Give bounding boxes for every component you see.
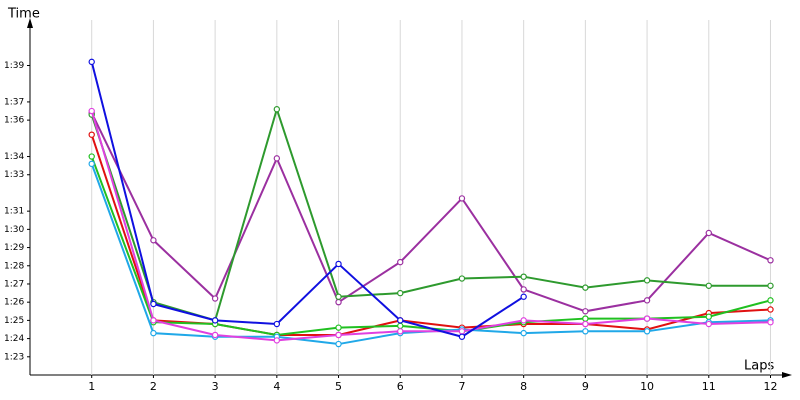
point [88, 58, 95, 66]
series-line [90, 156, 771, 336]
point [150, 329, 157, 337]
x-tick-label: 5 [335, 380, 342, 393]
x-tick-label: 9 [582, 380, 589, 393]
y-axis-title: Time [7, 7, 40, 22]
point [767, 306, 774, 313]
point [335, 293, 342, 300]
axes [27, 18, 792, 378]
point [582, 320, 589, 328]
series-line [90, 110, 771, 342]
point [582, 284, 589, 291]
point [211, 295, 219, 302]
y-tick-label: 1:39 [4, 61, 24, 71]
x-tick-label: 4 [273, 380, 280, 393]
x-tick-label: 3 [212, 380, 219, 393]
point [705, 229, 712, 237]
point [397, 322, 404, 330]
x-tick-label: 10 [640, 380, 654, 393]
y-tick-label: 1:27 [4, 279, 24, 289]
point [520, 329, 527, 337]
series [88, 105, 774, 324]
point [705, 282, 712, 289]
point [88, 153, 95, 160]
point [335, 324, 342, 331]
point [582, 328, 589, 335]
x-tick-label: 7 [458, 380, 465, 393]
point [767, 282, 774, 289]
point [273, 106, 281, 113]
x-tick-label: 6 [397, 380, 404, 393]
x-axis-title: Laps [744, 359, 774, 374]
point [150, 300, 157, 308]
point [520, 286, 527, 293]
point [150, 237, 157, 244]
point [273, 337, 281, 344]
x-tick-label: 1 [88, 380, 95, 393]
y-tick-label: 1:28 [4, 261, 24, 271]
y-tick-label: 1:24 [4, 334, 24, 344]
point [705, 313, 712, 320]
y-tick-label: 1:26 [4, 298, 24, 308]
point [582, 315, 589, 322]
point [767, 319, 774, 326]
series [88, 153, 774, 339]
point [211, 331, 219, 339]
x-tick-label: 8 [520, 380, 527, 393]
y-tick-label: 1:37 [4, 97, 24, 107]
point [582, 308, 589, 315]
series-line [90, 112, 771, 313]
y-tick-label: 1:31 [4, 207, 24, 217]
y-tick-label: 1:25 [4, 316, 24, 326]
point [273, 320, 281, 328]
point [767, 297, 774, 304]
series [88, 107, 774, 344]
point [335, 260, 342, 268]
series [88, 58, 527, 340]
x-tick-label: 12 [763, 380, 777, 393]
point [643, 297, 651, 304]
point [458, 328, 466, 335]
point [458, 275, 466, 282]
point [520, 317, 527, 324]
point [273, 155, 281, 162]
point [211, 317, 219, 324]
point [458, 333, 466, 340]
series-line [90, 105, 771, 322]
point [705, 320, 712, 328]
y-tick-label: 1:36 [4, 116, 24, 126]
point [520, 293, 527, 300]
point [397, 289, 404, 297]
point [88, 131, 95, 138]
y-tick-label: 1:30 [4, 225, 24, 235]
y-axis-arrow [27, 18, 33, 28]
point [397, 317, 404, 324]
y-tick-label: 1:29 [4, 243, 24, 253]
point [458, 195, 466, 202]
point [643, 328, 651, 335]
point [150, 317, 157, 324]
point [335, 298, 342, 306]
x-axis-arrow [782, 372, 792, 378]
y-tick-label: 1:23 [4, 352, 24, 362]
x-tick-label: 11 [702, 380, 716, 393]
point [88, 160, 95, 168]
point [335, 340, 342, 348]
series-line [90, 61, 525, 338]
point [643, 277, 651, 284]
point [397, 328, 404, 335]
point [397, 258, 404, 266]
point [335, 331, 342, 339]
series [88, 131, 774, 339]
point [643, 315, 651, 322]
x-tick-label: 2 [150, 380, 157, 393]
point [767, 257, 774, 264]
point [520, 273, 527, 280]
series-line [90, 134, 771, 336]
y-tick-label: 1:34 [4, 152, 24, 162]
point [88, 107, 95, 115]
y-tick-label: 1:33 [4, 170, 24, 180]
